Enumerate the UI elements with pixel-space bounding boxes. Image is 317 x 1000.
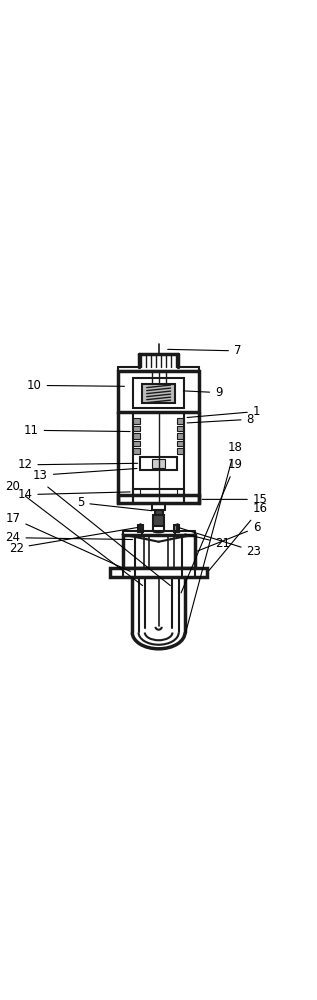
Text: 12: 12 — [17, 458, 138, 471]
Text: 1: 1 — [187, 405, 260, 418]
Bar — [133, 418, 140, 424]
Text: 17: 17 — [5, 512, 130, 571]
Text: 15: 15 — [202, 493, 268, 506]
Bar — [178, 441, 184, 446]
Bar — [174, 525, 179, 532]
Bar — [178, 433, 184, 439]
Text: 13: 13 — [33, 468, 137, 482]
Bar — [138, 525, 143, 532]
Text: 18: 18 — [186, 441, 243, 632]
Text: 11: 11 — [24, 424, 130, 437]
Bar — [133, 433, 140, 439]
Bar — [133, 448, 140, 454]
Bar — [142, 384, 175, 403]
Text: 22: 22 — [9, 527, 138, 555]
Bar — [118, 371, 199, 412]
Text: 5: 5 — [77, 496, 152, 511]
Text: 14: 14 — [17, 488, 130, 501]
Bar — [133, 378, 184, 408]
Text: 7: 7 — [168, 344, 242, 357]
Bar — [133, 441, 140, 446]
Text: 8: 8 — [187, 413, 254, 426]
Bar — [153, 515, 164, 526]
Text: 9: 9 — [184, 386, 223, 399]
Bar — [178, 418, 184, 424]
Text: 6: 6 — [197, 521, 260, 551]
Text: 20: 20 — [6, 480, 143, 586]
Text: 16: 16 — [209, 502, 268, 570]
Bar — [110, 568, 207, 577]
Bar — [155, 510, 163, 515]
Text: 10: 10 — [27, 379, 125, 392]
Bar — [140, 457, 178, 470]
Bar — [178, 448, 184, 454]
Text: 21: 21 — [185, 534, 230, 550]
Bar — [152, 459, 165, 468]
Bar — [118, 495, 199, 503]
Bar — [133, 489, 184, 495]
Text: 23: 23 — [179, 528, 262, 558]
Bar — [123, 535, 195, 568]
Text: 19: 19 — [181, 458, 243, 593]
Bar — [178, 426, 184, 431]
Text: 24: 24 — [5, 531, 133, 544]
Bar — [133, 426, 140, 431]
